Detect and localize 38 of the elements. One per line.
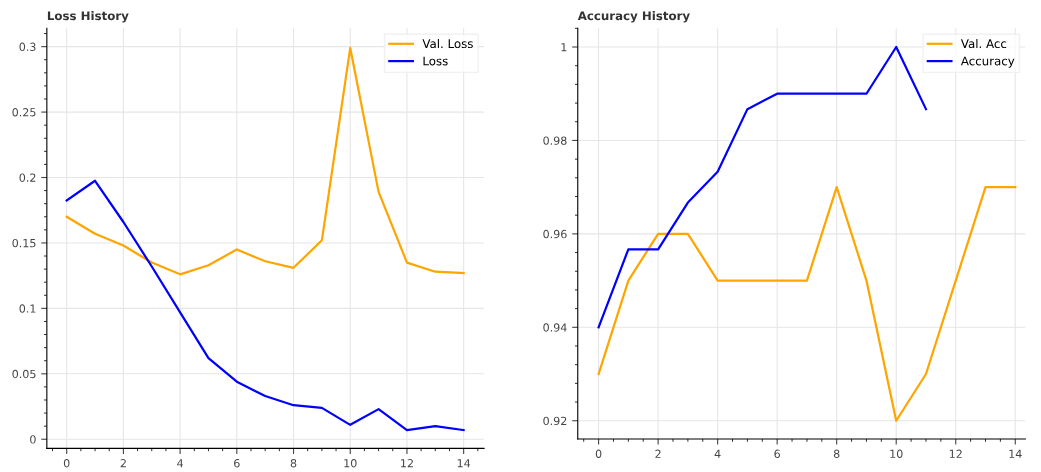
line-series — [597, 45, 928, 329]
x-tick-label: 4 — [177, 459, 184, 468]
x-tick-label: 12 — [401, 459, 413, 468]
x-tick-label: 2 — [120, 459, 126, 468]
legend-label: Loss — [423, 56, 448, 66]
x-tick-label: 6 — [234, 459, 240, 468]
legend-label: Val. Loss — [422, 38, 473, 49]
y-tick-label: 0.05 — [12, 369, 36, 379]
x-tick-label: 12 — [949, 449, 962, 458]
x-tick-label: 10 — [344, 459, 357, 468]
x-tick-label: 14 — [1009, 449, 1022, 458]
chart-title: Accuracy History — [577, 11, 690, 23]
x-tick-label: 10 — [890, 449, 903, 458]
x-tick-label: 8 — [290, 459, 297, 468]
x-tick-label: 6 — [774, 449, 780, 458]
y-tick-label: 1 — [561, 43, 567, 52]
chart-title: Loss History — [47, 11, 129, 23]
y-tick-label: 0.96 — [543, 229, 567, 239]
line-series — [65, 179, 465, 432]
y-tick-label: 0.25 — [12, 108, 36, 117]
y-tick-label: 0.94 — [543, 323, 567, 332]
x-tick-label: 8 — [833, 449, 840, 458]
y-tick-label: 0.15 — [12, 238, 36, 248]
y-tick-label: 0 — [30, 435, 36, 444]
y-tick-label: 0.92 — [543, 416, 567, 426]
line-series — [65, 46, 465, 276]
x-tick-label: 0 — [595, 449, 602, 458]
x-tick-label: 0 — [63, 459, 70, 468]
x-tick-label: 14 — [457, 459, 471, 468]
y-tick-label: 0.98 — [543, 136, 567, 145]
legend-label: Val. Acc — [960, 38, 1007, 49]
legend-label: Accuracy — [960, 56, 1015, 68]
x-tick-label: 2 — [655, 449, 661, 458]
line-series — [597, 186, 1017, 422]
y-tick-label: 0.3 — [19, 42, 36, 52]
x-tick-label: 4 — [714, 449, 721, 458]
y-tick-label: 0.2 — [19, 173, 36, 182]
y-tick-label: 0.1 — [19, 304, 36, 313]
